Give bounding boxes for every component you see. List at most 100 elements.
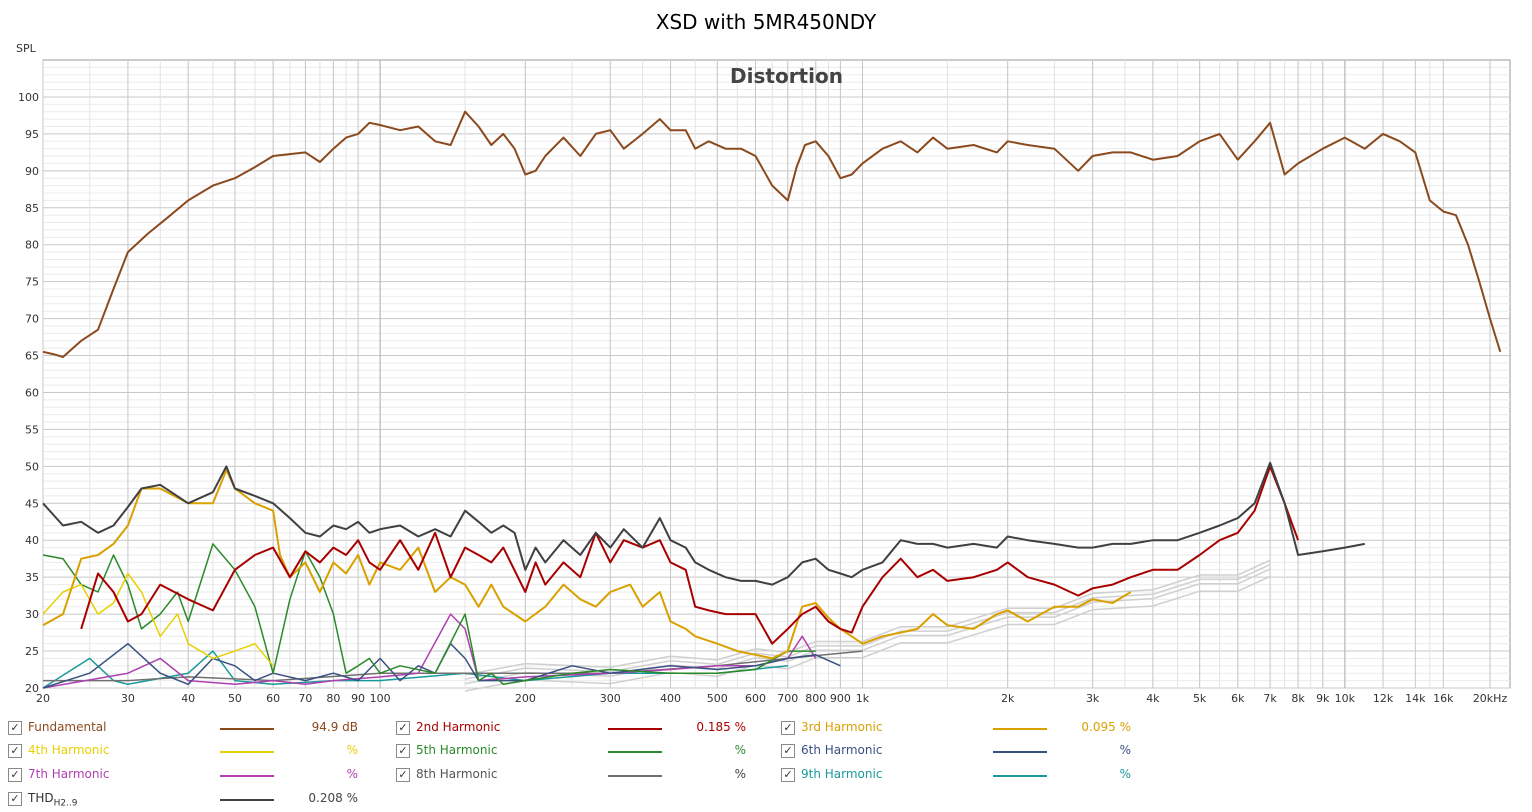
legend-swatch — [993, 751, 1047, 753]
series-line-5th-harmonic — [42, 543, 816, 686]
x-tick-label: 14k — [1405, 692, 1426, 705]
legend: ✓ Fundamental 94.9 dB ✓ 2nd Harmonic 0.185 % ✓… — [0, 714, 1532, 812]
series-line-9th-harmonic — [42, 650, 788, 689]
legend-label-text: THD — [28, 791, 54, 805]
legend-checkbox[interactable]: ✓ — [8, 721, 22, 735]
x-tick-label: 9k — [1316, 692, 1330, 705]
legend-checkbox[interactable]: ✓ — [396, 721, 410, 735]
legend-value: % — [734, 767, 746, 781]
legend-value: % — [346, 767, 358, 781]
legend-swatch — [220, 799, 274, 801]
legend-label-text: 7th Harmonic — [28, 767, 110, 781]
x-tick-label: 3k — [1086, 692, 1100, 705]
legend-label: 2nd Harmonic — [416, 720, 500, 734]
legend-swatch — [220, 751, 274, 753]
legend-checkbox[interactable]: ✓ — [781, 721, 795, 735]
y-tick-label: 90 — [25, 165, 39, 178]
x-tick-label: 10k — [1335, 692, 1356, 705]
series-line-6th-harmonic — [42, 642, 841, 689]
x-tick-label: 200 — [515, 692, 536, 705]
legend-checkbox[interactable]: ✓ — [8, 744, 22, 758]
legend-swatch — [220, 775, 274, 777]
legend-checkbox[interactable]: ✓ — [781, 744, 795, 758]
legend-label-subscript: H2..9 — [53, 798, 78, 809]
legend-label: 3rd Harmonic — [801, 720, 882, 734]
y-tick-label: 45 — [25, 497, 39, 510]
legend-value: % — [1119, 767, 1131, 781]
legend-label-text: 2nd Harmonic — [416, 720, 501, 734]
y-tick-label: 35 — [25, 571, 39, 584]
legend-value: % — [1119, 743, 1131, 757]
legend-value: % — [734, 743, 746, 757]
y-tick-label: 60 — [25, 386, 39, 399]
legend-label-text: 6th Harmonic — [801, 743, 883, 757]
legend-label: 8th Harmonic — [416, 767, 497, 781]
legend-label-text: 5th Harmonic — [416, 743, 498, 757]
y-tick-label: 85 — [25, 202, 39, 215]
legend-label: 9th Harmonic — [801, 767, 882, 781]
plot-area — [42, 59, 1511, 689]
legend-label-text: 8th Harmonic — [416, 767, 498, 781]
y-tick-label: 65 — [25, 350, 39, 363]
legend-label-text: 3rd Harmonic — [801, 720, 883, 734]
x-tick-label: 80 — [326, 692, 340, 705]
x-tick-label: 16k — [1433, 692, 1454, 705]
legend-item[interactable]: ✓ 8th Harmonic% — [396, 765, 756, 785]
legend-item[interactable]: ✓ 3rd Harmonic 0.095 % — [781, 718, 1141, 738]
y-tick-label: 40 — [25, 534, 39, 547]
series-line-8th-harmonic — [43, 650, 863, 682]
x-tick-label: 20kHz — [1473, 692, 1508, 705]
y-tick-label: 80 — [25, 239, 39, 252]
x-tick-label: 20 — [36, 692, 50, 705]
y-tick-label: 75 — [25, 276, 39, 289]
legend-checkbox[interactable]: ✓ — [8, 792, 22, 806]
legend-label-text: 9th Harmonic — [801, 767, 883, 781]
x-tick-label: 7k — [1263, 692, 1277, 705]
y-tick-label: 70 — [25, 313, 39, 326]
legend-checkbox[interactable]: ✓ — [8, 768, 22, 782]
legend-label: 6th Harmonic — [801, 743, 882, 757]
x-tick-label: 12k — [1373, 692, 1394, 705]
chart-title: XSD with 5MR450NDY — [655, 10, 877, 34]
legend-item[interactable]: ✓ 5th Harmonic% — [396, 741, 756, 761]
series-line-thd — [42, 461, 1365, 586]
y-tick-label: 95 — [25, 128, 39, 141]
inner-title: Distortion — [730, 64, 843, 88]
legend-item[interactable]: ✓ Fundamental 94.9 dB — [8, 718, 368, 738]
x-tick-label: 30 — [121, 692, 135, 705]
legend-label: 7th Harmonic — [28, 767, 109, 781]
y-tick-label: 100 — [18, 91, 39, 104]
x-tick-label: 4k — [1146, 692, 1160, 705]
chart-plot: 20 25 30 35 40 45 50 55 60 65 70 75 80 85 90 95 100 20 30 4… — [16, 42, 1511, 705]
legend-swatch — [608, 728, 662, 730]
legend-item[interactable]: ✓ 6th Harmonic% — [781, 741, 1141, 761]
x-tick-label: 100 — [370, 692, 391, 705]
legend-item[interactable]: ✓ 4th Harmonic% — [8, 741, 368, 761]
series-line-3rd-harmonic — [42, 469, 1132, 660]
x-tick-label: 500 — [707, 692, 728, 705]
legend-swatch — [608, 775, 662, 777]
x-tick-label: 70 — [298, 692, 312, 705]
legend-value: 0.095 % — [1081, 720, 1131, 734]
legend-label: Fundamental — [28, 720, 107, 734]
x-tick-label: 800 — [805, 692, 826, 705]
x-tick-label: 8k — [1291, 692, 1305, 705]
legend-checkbox[interactable]: ✓ — [396, 744, 410, 758]
y-tick-label: 20 — [25, 682, 39, 695]
series-line-2nd-harmonic — [80, 465, 1300, 645]
legend-checkbox[interactable]: ✓ — [781, 768, 795, 782]
legend-swatch — [608, 751, 662, 753]
x-tick-label: 2k — [1001, 692, 1015, 705]
legend-swatch — [993, 775, 1047, 777]
legend-item[interactable]: ✓ 7th Harmonic% — [8, 765, 368, 785]
legend-label: 5th Harmonic — [416, 743, 497, 757]
series-line-4th-harmonic — [42, 572, 274, 667]
legend-item[interactable]: ✓ THDH2..9 0.208 % — [8, 789, 368, 809]
legend-item[interactable]: ✓ 2nd Harmonic 0.185 % — [396, 718, 756, 738]
x-tick-label: 700 — [777, 692, 798, 705]
noise-trace — [464, 559, 1271, 676]
legend-item[interactable]: ✓ 9th Harmonic% — [781, 765, 1141, 785]
y-tick-label: 30 — [25, 608, 39, 621]
y-tick-label: 25 — [25, 645, 39, 658]
legend-checkbox[interactable]: ✓ — [396, 768, 410, 782]
